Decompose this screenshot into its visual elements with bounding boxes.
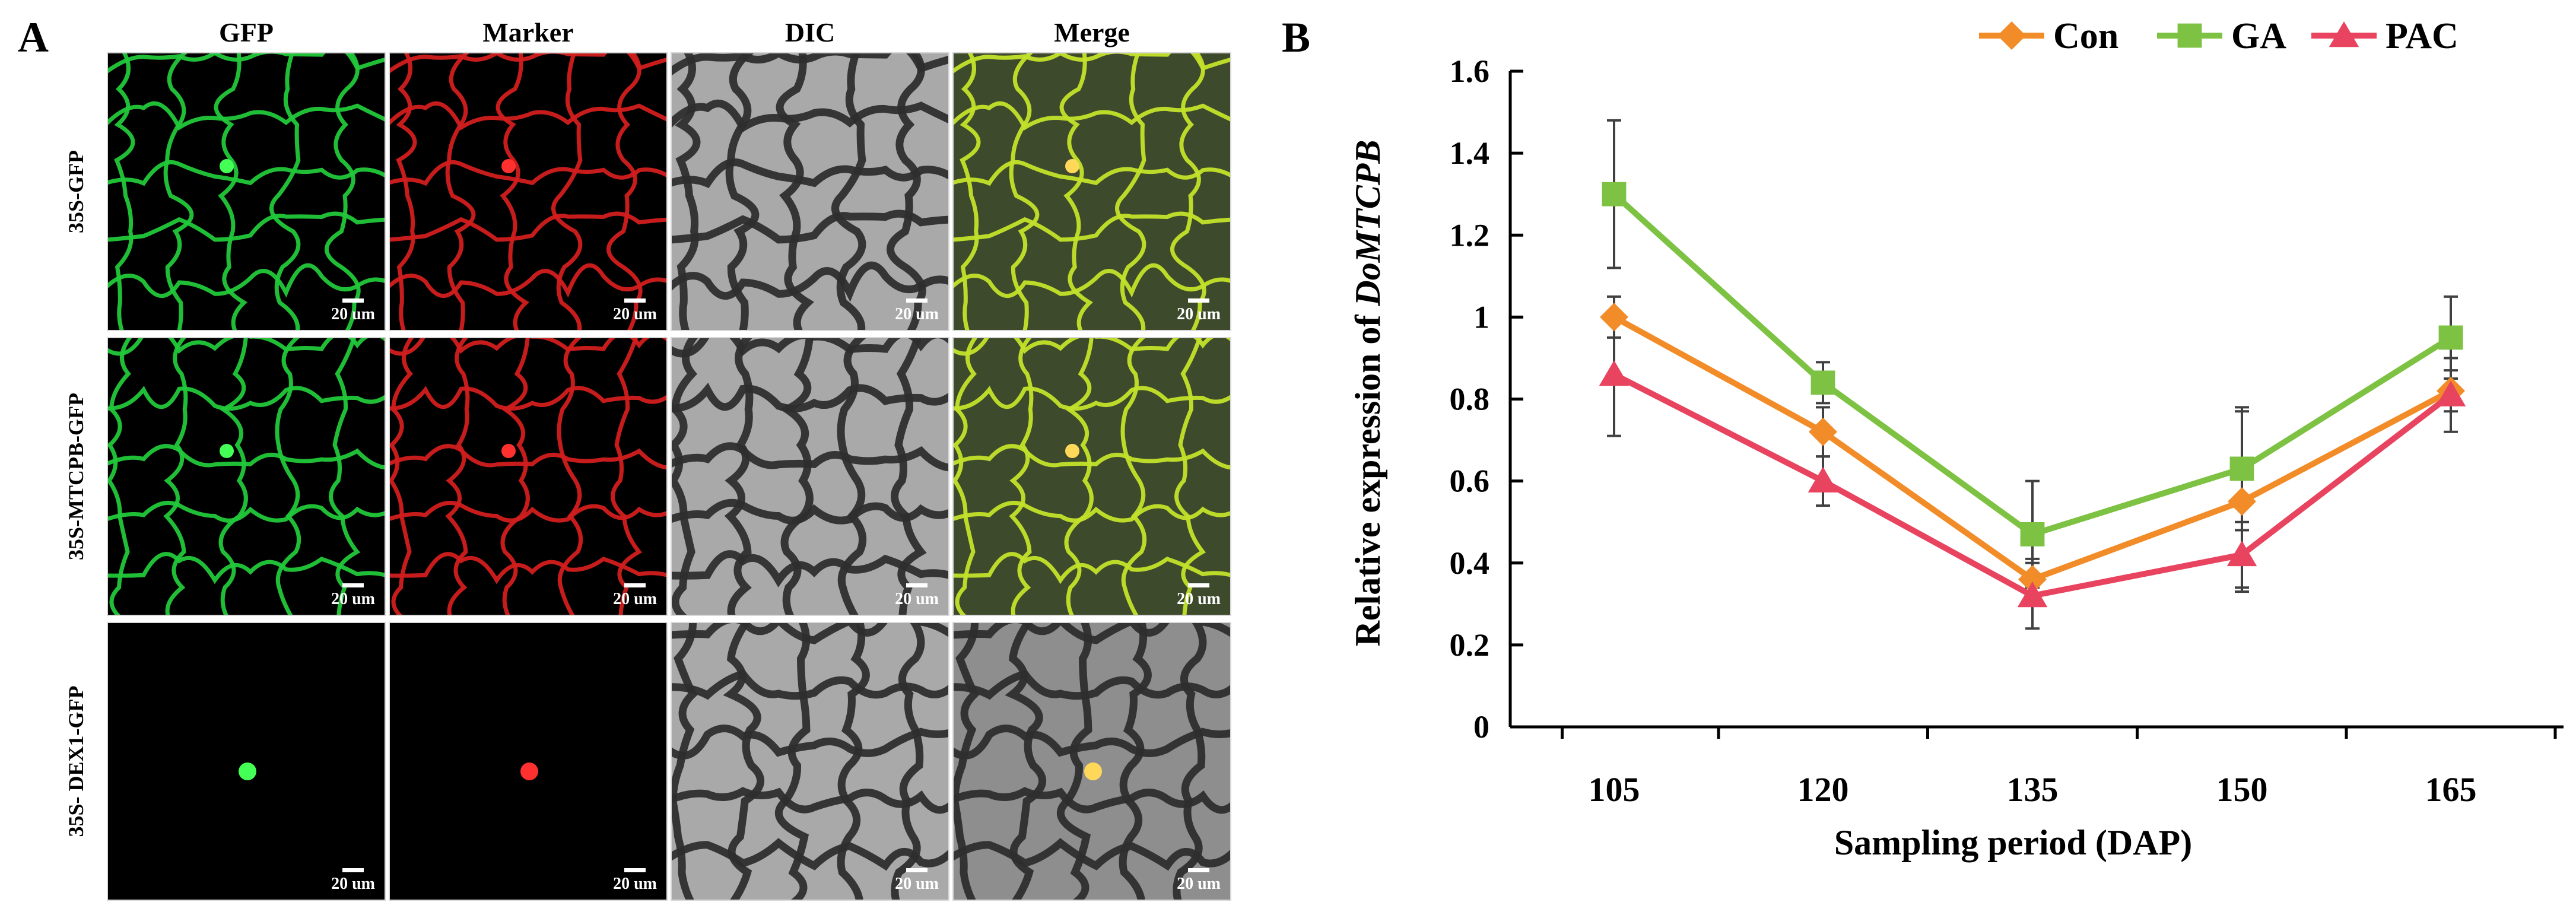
y-tick-label: 1.2 xyxy=(1450,217,1490,253)
micrograph-marker-row-3: 20 um xyxy=(389,622,668,901)
data-point-pac xyxy=(2435,380,2466,406)
row-label-1: 35S-GFP xyxy=(64,150,88,233)
scale-bar: 20 um xyxy=(1177,868,1221,892)
data-point-con xyxy=(2018,565,2047,594)
micrograph-gfp-row-3: 20 um xyxy=(107,622,386,901)
data-point-con xyxy=(1600,303,1628,332)
y-tick-label: 0.2 xyxy=(1450,627,1490,663)
scale-bar-label: 20 um xyxy=(1177,305,1221,323)
scale-bar: 20 um xyxy=(895,868,939,892)
micrograph-merge-row-2: 20 um xyxy=(952,337,1231,616)
micrograph-marker-row-1: 20 um xyxy=(389,52,668,331)
nucleus-signal xyxy=(220,444,234,458)
micrograph-gfp-row-2: 20 um xyxy=(107,337,386,616)
legend-label-pac: PAC xyxy=(2386,16,2459,56)
x-tick-label: 105 xyxy=(1589,770,1640,809)
data-point-pac xyxy=(2017,582,2048,608)
legend-label-ga: GA xyxy=(2231,16,2286,56)
column-header-dic: DIC xyxy=(784,17,836,47)
x-axis-title: Sampling period (DAP) xyxy=(1834,823,2192,862)
panel-a-label: A xyxy=(18,14,49,61)
scale-bar-label: 20 um xyxy=(331,305,375,323)
scale-bar: 20 um xyxy=(613,868,657,892)
scale-bar: 20 um xyxy=(613,583,657,608)
y-tick-label: 1 xyxy=(1473,299,1489,335)
data-point-con xyxy=(1809,417,1837,446)
scale-bar-label: 20 um xyxy=(1177,590,1221,608)
scale-bar-label: 20 um xyxy=(1177,875,1221,893)
micrograph-dic-row-1: 20 um xyxy=(671,52,949,331)
nucleus-signal xyxy=(520,762,538,780)
data-point-ga xyxy=(1810,370,1835,395)
panel-b-label: B xyxy=(1282,14,1311,61)
x-tick-label: 135 xyxy=(2007,770,2059,809)
y-tick-label: 0.6 xyxy=(1450,463,1490,499)
row-label-3: 35S- DEX1-GFP xyxy=(64,685,88,837)
scale-bar-label: 20 um xyxy=(613,305,657,323)
micrograph-merge-row-3: 20 um xyxy=(952,622,1231,901)
data-point-pac xyxy=(2226,540,2257,567)
scale-bar-label: 20 um xyxy=(895,875,939,893)
y-axis-title-prefix: Relative expression of xyxy=(1348,306,1387,647)
scale-bar-label: 20 um xyxy=(895,305,939,323)
y-tick-label: 1.6 xyxy=(1450,53,1490,89)
scale-bar: 20 um xyxy=(1177,298,1221,323)
nucleus-signal xyxy=(239,762,256,780)
data-point-ga xyxy=(2229,456,2254,481)
scale-bar-label: 20 um xyxy=(331,875,375,893)
nucleus-signal xyxy=(1065,444,1079,458)
micrograph-dic-row-2: 20 um xyxy=(671,337,949,616)
micrograph-dic-row-3: 20 um xyxy=(671,622,949,901)
nucleus-signal xyxy=(501,444,516,458)
legend-marker-con xyxy=(1997,21,2026,50)
column-header-marker: Marker xyxy=(482,17,574,47)
scale-bar-label: 20 um xyxy=(331,590,375,608)
column-header-gfp: GFP xyxy=(219,17,274,47)
data-point-pac xyxy=(1808,466,1838,493)
nucleus-signal xyxy=(1065,159,1079,173)
y-tick-label: 0.4 xyxy=(1450,545,1490,581)
data-point-con xyxy=(2228,487,2256,516)
data-point-ga xyxy=(2438,325,2463,350)
micrograph-gfp-row-1: 20 um xyxy=(107,52,386,331)
y-tick-label: 0.8 xyxy=(1450,382,1490,417)
x-tick-label: 150 xyxy=(2216,770,2268,809)
data-point-pac xyxy=(1599,360,1630,386)
scale-bar: 20 um xyxy=(331,298,375,323)
scale-bar: 20 um xyxy=(331,583,375,608)
x-tick-label: 120 xyxy=(1797,770,1849,809)
nucleus-signal xyxy=(501,159,516,173)
micrograph-merge-row-1: 20 um xyxy=(952,52,1231,331)
x-tick-label: 165 xyxy=(2425,770,2477,809)
scale-bar: 20 um xyxy=(613,298,657,323)
scale-bar-label: 20 um xyxy=(613,590,657,608)
column-header-merge: Merge xyxy=(1054,17,1130,47)
y-tick-label: 0 xyxy=(1473,709,1489,745)
expression-line-chart: 0 0.2 0.4 0.6 0.8 1 1.2 1.4 1.6 105 120 135 150 165 Sa… xyxy=(1348,16,2564,862)
data-point-ga xyxy=(2020,522,2045,547)
legend-marker-ga xyxy=(2177,23,2202,48)
scale-bar: 20 um xyxy=(1177,583,1221,608)
scale-bar-label: 20 um xyxy=(613,875,657,893)
legend-label-con: Con xyxy=(2053,16,2118,56)
y-axis-title-gene: DoMTCPB xyxy=(1348,140,1387,307)
scale-bar: 20 um xyxy=(331,868,375,892)
y-tick-label: 1.4 xyxy=(1450,135,1490,171)
data-point-ga xyxy=(1602,182,1627,206)
micrograph-marker-row-2: 20 um xyxy=(389,337,668,616)
legend-marker-pac xyxy=(2329,21,2359,47)
nucleus-signal xyxy=(1084,762,1102,780)
row-label-2: 35S-MTCPB-GFP xyxy=(64,393,88,560)
scale-bar-label: 20 um xyxy=(895,590,939,608)
y-axis-title: Relative expression of DoMTCPB xyxy=(1348,140,1387,647)
scale-bar: 20 um xyxy=(895,298,939,323)
scale-bar: 20 um xyxy=(895,583,939,608)
nucleus-signal xyxy=(220,159,234,173)
